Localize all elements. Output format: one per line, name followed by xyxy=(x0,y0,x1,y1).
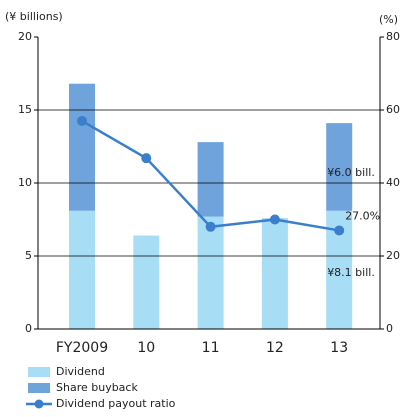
data-label: 27.0% xyxy=(345,209,380,222)
y2-tick-label: 60 xyxy=(386,103,400,116)
y2-tick-label: 0 xyxy=(386,322,393,335)
legend-swatch xyxy=(28,367,50,377)
y2-axis-label: (%) xyxy=(379,13,398,26)
bar xyxy=(197,216,224,329)
y-axis-label: (¥ billions) xyxy=(5,10,63,23)
point xyxy=(141,153,152,164)
x-tick-label: 13 xyxy=(330,340,348,356)
bar xyxy=(261,218,288,329)
point xyxy=(205,221,216,232)
legend-label: Dividend payout ratio xyxy=(56,397,176,410)
x-tick-label: 11 xyxy=(202,340,220,356)
legend-swatch xyxy=(28,383,50,393)
x-tick-label: 12 xyxy=(266,340,284,356)
bar xyxy=(197,142,224,217)
point xyxy=(77,115,87,126)
y-tick-label: 15 xyxy=(18,103,32,116)
legend-swatch xyxy=(34,399,44,409)
y2-tick-label: 80 xyxy=(386,30,400,43)
y-tick-label: 0 xyxy=(25,322,32,335)
x-tick-label: FY2009 xyxy=(56,340,108,356)
y2-tick-label: 40 xyxy=(386,176,400,189)
bar xyxy=(69,210,95,329)
legend-label: Share buyback xyxy=(56,381,138,394)
data-label: ¥6.0 bill. xyxy=(327,166,375,179)
bar xyxy=(326,123,353,211)
data-label: ¥8.1 bill. xyxy=(327,266,375,279)
x-tick-label: 10 xyxy=(137,340,155,356)
y-tick-label: 20 xyxy=(18,30,32,43)
y-tick-label: 10 xyxy=(18,176,32,189)
bar xyxy=(133,235,160,329)
y2-tick-label: 20 xyxy=(386,249,400,262)
bar xyxy=(69,83,95,211)
legend-label: Dividend xyxy=(56,365,105,378)
point xyxy=(334,225,345,236)
point xyxy=(269,214,280,225)
y-tick-label: 5 xyxy=(25,249,32,262)
